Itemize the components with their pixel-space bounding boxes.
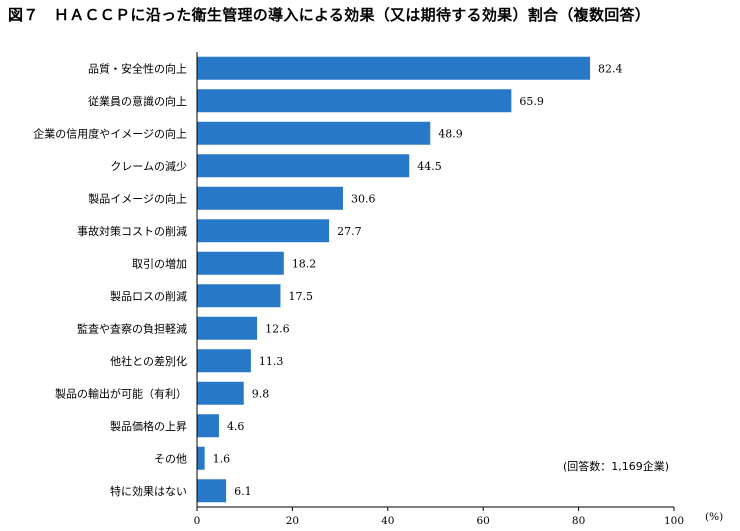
bar: [197, 446, 205, 470]
category-label: 製品価格の上昇: [110, 419, 187, 433]
category-label: 従業員の意識の向上: [88, 94, 187, 108]
bar: [197, 479, 227, 503]
x-axis-unit: (%): [705, 511, 723, 523]
value-label: 48.9: [438, 127, 463, 140]
x-tick-label: 20: [286, 515, 299, 527]
value-label: 11.3: [259, 355, 284, 368]
category-label: クレームの減少: [110, 159, 187, 173]
value-label: 18.2: [292, 257, 317, 270]
category-label: 監査や査察の負担軽減: [77, 321, 187, 335]
bar: [197, 121, 431, 145]
category-label: 取引の増加: [132, 256, 187, 270]
category-label: 製品ロスの削減: [110, 289, 187, 303]
category-label: その他: [154, 452, 187, 465]
bar: [197, 414, 219, 438]
chart-title: 図７ ＨＡＣＣＰに沿った衛生管理の導入による効果（又は期待する効果）割合（複数回…: [8, 6, 651, 24]
bar: [197, 154, 410, 178]
value-label: 82.4: [598, 62, 623, 75]
bar: [197, 56, 591, 80]
x-ticks-group: 0 20 40 60 80 100: [194, 507, 684, 527]
value-label: 9.8: [252, 387, 270, 400]
x-tick-label: 60: [477, 515, 490, 527]
bar: [197, 89, 512, 113]
category-label: 企業の信用度やイメージの向上: [33, 126, 187, 140]
x-tick-label: 0: [194, 515, 201, 527]
value-label: 4.6: [227, 420, 245, 433]
category-label: 他社との差別化: [110, 354, 187, 368]
value-label: 6.1: [234, 485, 252, 498]
bar: [197, 316, 258, 340]
bar: [197, 251, 284, 275]
bar: [197, 219, 330, 243]
category-label: 事故対策コストの削減: [77, 224, 187, 238]
value-label: 1.6: [213, 452, 231, 465]
value-label: 12.6: [265, 322, 290, 335]
x-tick-label: 80: [572, 515, 585, 527]
value-label: 44.5: [417, 160, 442, 173]
value-label: 30.6: [351, 192, 376, 205]
bars-group: 品質・安全性の向上 82.4 従業員の意識の向上 65.9 企業の信用度やイメージの向上…: [33, 56, 623, 503]
category-label: 品質・安全性の向上: [88, 61, 187, 75]
bar: [197, 349, 251, 373]
bar: [197, 381, 244, 405]
bar: [197, 186, 343, 210]
category-label: 製品の輸出が可能（有利）: [55, 386, 187, 400]
category-label: 製品イメージの向上: [88, 191, 187, 205]
x-tick-label: 40: [381, 515, 394, 527]
bar: [197, 284, 281, 308]
category-label: 特に効果はない: [110, 484, 187, 498]
value-label: 27.7: [337, 225, 362, 238]
response-count-note: (回答数：1,169企業): [563, 459, 669, 473]
x-tick-label: 100: [664, 515, 684, 527]
value-label: 17.5: [288, 290, 313, 303]
value-label: 65.9: [519, 95, 544, 108]
